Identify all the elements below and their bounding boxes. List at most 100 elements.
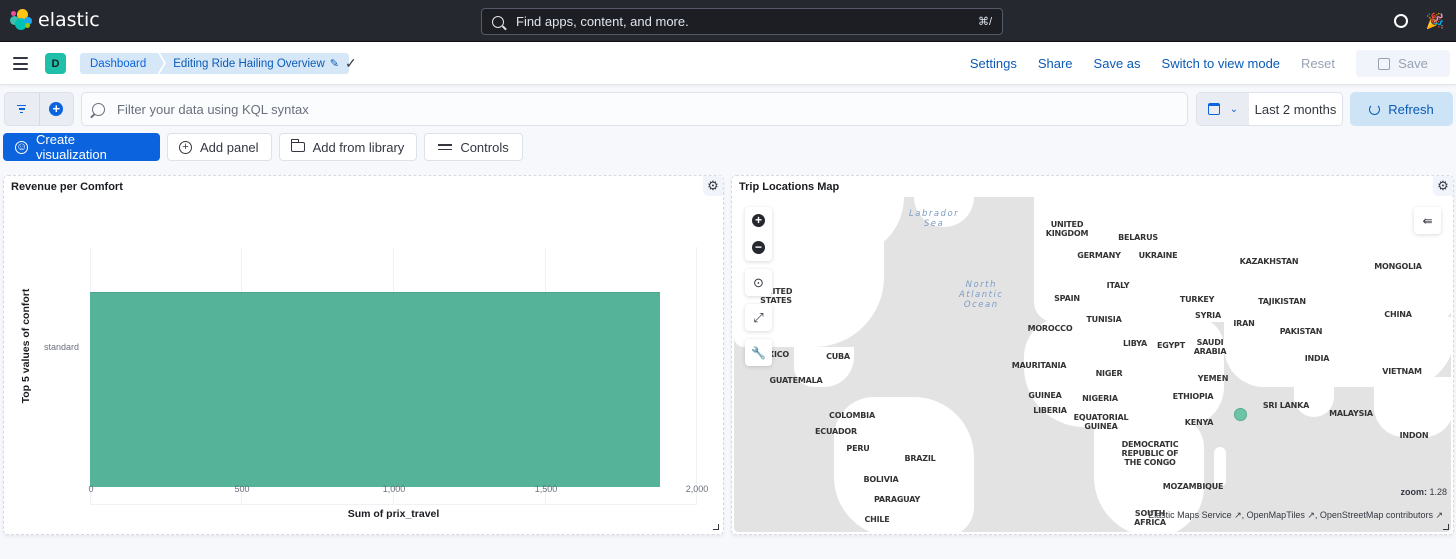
fullscreen-button[interactable]: ⤢ <box>745 304 772 331</box>
zoom-value: 1.28 <box>1429 487 1447 497</box>
pencil-icon[interactable]: ✎ <box>329 58 339 70</box>
breadcrumb-current[interactable]: Editing Ride Hailing Overview ✎ <box>160 53 349 74</box>
plus-icon: + <box>49 102 64 116</box>
save-as-link[interactable]: Save as <box>1093 56 1141 71</box>
zoom-in-button[interactable]: + <box>745 207 772 234</box>
y-axis-title: Top 5 values of confort <box>20 288 32 404</box>
breadcrumb: Dashboard Editing Ride Hailing Overview … <box>80 53 349 74</box>
layers-icon: ⇚ <box>1422 213 1433 228</box>
global-search-input[interactable]: Find apps, content, and more. ⌘/ <box>481 8 1003 35</box>
refresh-button[interactable]: Refresh <box>1350 92 1453 126</box>
menu-icon[interactable] <box>13 57 28 70</box>
sea-label: North Atlantic Ocean <box>959 280 1004 311</box>
country-label: SYRIA <box>1195 311 1221 320</box>
country-label: MOZAMBIQUE <box>1162 482 1224 491</box>
country-label: TAJIKISTAN <box>1258 297 1306 306</box>
checkmark-icon[interactable]: ✓ <box>345 55 357 71</box>
time-range-label[interactable]: Last 2 months <box>1254 101 1337 117</box>
country-label: ECUADOR <box>815 427 857 436</box>
sea-label: Labrador Sea <box>909 209 960 230</box>
news-feed-icon[interactable]: 🎉 <box>1425 13 1445 30</box>
gear-icon[interactable]: ⚙ <box>703 176 723 196</box>
filter-controls: + <box>4 92 74 126</box>
country-label: UKRAINE <box>1138 251 1178 260</box>
zoom-level: zoom: 1.28 <box>1400 487 1447 497</box>
chevron-down-icon: ⌄ <box>1229 103 1239 115</box>
settings-link[interactable]: Settings <box>969 56 1017 71</box>
country-label: BOLIVIA <box>863 475 899 484</box>
add-from-library-button[interactable]: Add from library <box>278 133 418 161</box>
resize-handle[interactable] <box>1443 524 1449 530</box>
breadcrumb-label: Editing Ride Hailing Overview <box>173 57 325 70</box>
country-label: CHILE <box>864 515 890 524</box>
brand-name: elastic <box>38 9 100 31</box>
space-avatar[interactable]: D <box>45 53 66 74</box>
elastic-logo[interactable]: elastic <box>10 9 100 31</box>
add-panel-button[interactable]: + Add panel <box>167 133 272 161</box>
country-label: PERU <box>846 444 870 453</box>
filter-icon <box>17 104 27 114</box>
date-picker[interactable]: ⌄ Last 2 months <box>1196 92 1343 126</box>
country-label: KAZAKHSTAN <box>1239 257 1299 266</box>
x-tick-label: 1,500 <box>534 484 558 494</box>
search-icon <box>92 102 105 116</box>
reset-link[interactable]: Reset <box>1301 56 1335 71</box>
switch-view-mode-link[interactable]: Switch to view mode <box>1161 56 1281 71</box>
share-link[interactable]: Share <box>1037 56 1073 71</box>
bar-standard[interactable] <box>90 292 660 487</box>
x-tick-label: 2,000 <box>685 484 709 494</box>
country-label: PARAGUAY <box>873 495 921 504</box>
x-tick-label: 0 <box>88 484 94 494</box>
map-attribution[interactable]: Elastic Maps Service ↗, OpenMapTiles ↗, … <box>1148 510 1443 520</box>
kql-search-input[interactable]: Filter your data using KQL syntax <box>81 92 1188 126</box>
zoom-out-button[interactable]: − <box>745 234 772 261</box>
create-visualization-button[interactable]: ☺ Create visualization <box>3 132 160 162</box>
x-tick-label: 1,000 <box>382 484 406 494</box>
trip-location-point[interactable] <box>1234 408 1247 421</box>
dashboard-toolbar: ☺ Create visualization + Add panel Add f… <box>3 132 523 162</box>
minus-icon: − <box>752 241 765 254</box>
plus-circle-icon: + <box>179 140 192 154</box>
resize-handle[interactable] <box>713 524 719 530</box>
country-label: GUINEA <box>1028 391 1062 400</box>
world-map[interactable]: Labrador Sea North Atlantic Ocean UNITED KING… <box>734 197 1451 532</box>
country-label: MEXICO <box>754 350 790 359</box>
country-label: SRI LANKA <box>1262 401 1310 410</box>
quick-select-button[interactable]: ⌄ <box>1197 93 1249 125</box>
tools-button[interactable]: 🔧 <box>745 339 772 366</box>
add-filter-button[interactable]: + <box>38 93 74 125</box>
map-controls: + − ⊙ ⤢ 🔧 <box>745 207 772 366</box>
bar-chart <box>90 247 697 505</box>
trip-locations-map-panel: Trip Locations Map ⚙ Labrador Sea North Atl… <box>731 175 1454 535</box>
country-label: VIETNAM <box>1382 367 1422 376</box>
country-label: EQUATORIAL GUINEA <box>1073 413 1129 432</box>
country-label: UNITED KINGDOM <box>1045 220 1089 239</box>
folder-icon <box>290 139 305 152</box>
wrench-icon: 🔧 <box>751 345 766 360</box>
breadcrumb-dashboard[interactable]: Dashboard <box>80 53 167 74</box>
country-label: MOROCCO <box>1027 324 1073 333</box>
filter-menu-button[interactable] <box>5 93 39 125</box>
country-label: UNITED STATES <box>759 287 793 306</box>
top-nav-actions: Settings Share Save as Switch to view mo… <box>949 42 1456 85</box>
country-label: INDON <box>1399 431 1429 440</box>
calendar-icon <box>1207 103 1220 115</box>
country-label: MALAYSIA <box>1329 409 1373 418</box>
controls-button[interactable]: Controls <box>424 133 523 161</box>
country-label: KENYA <box>1184 418 1214 427</box>
country-label: TUNISIA <box>1086 315 1122 324</box>
zoom-label: zoom: <box>1400 487 1427 497</box>
set-view-button[interactable]: ⊙ <box>745 269 772 296</box>
x-axis-title: Sum of prix_travel <box>347 508 440 520</box>
save-button[interactable]: Save <box>1356 50 1450 77</box>
visualize-icon: ☺ <box>15 140 28 154</box>
gear-icon[interactable]: ⚙ <box>1433 176 1453 196</box>
controls-icon <box>438 144 453 150</box>
button-label: Controls <box>460 139 509 155</box>
country-label: SOUTH AFRICA <box>1134 509 1166 528</box>
button-label: Add from library <box>312 139 405 155</box>
country-label: YEMEN <box>1197 374 1229 383</box>
help-icon[interactable] <box>1392 12 1410 30</box>
revenue-per-comfort-panel: Revenue per Comfort ⚙ standard 0 500 1,0… <box>3 175 724 535</box>
layer-control-button[interactable]: ⇚ <box>1414 207 1441 234</box>
